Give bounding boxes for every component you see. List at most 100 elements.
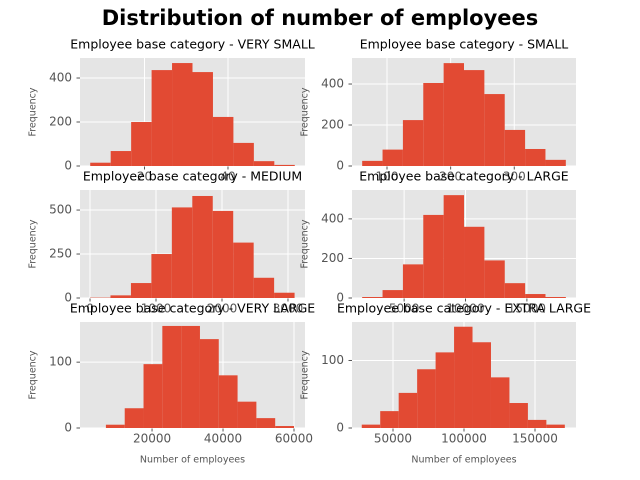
bar: [172, 63, 193, 166]
y-tick-label: 400: [49, 71, 72, 85]
bar: [417, 369, 436, 428]
y-tick-label: 250: [49, 247, 72, 261]
axes-title: Employee base category - LARGE: [359, 169, 569, 184]
x-axis-label: Number of employees: [411, 455, 516, 466]
bar: [509, 403, 528, 428]
bar: [362, 160, 383, 166]
bar: [398, 392, 418, 428]
axes-title: Employee base category - VERY LARGE: [70, 301, 315, 316]
y-tick-label: 200: [49, 115, 72, 129]
bar: [275, 426, 294, 428]
bar: [192, 195, 213, 298]
x-tick-label: 60000: [275, 432, 313, 446]
bar: [199, 339, 219, 428]
bar: [256, 418, 276, 428]
bar: [527, 419, 547, 428]
bar: [130, 283, 152, 298]
bar: [504, 283, 526, 298]
y-tick-label: 200: [321, 251, 344, 265]
y-axis-label: Frequency: [300, 350, 311, 399]
bar: [423, 214, 444, 298]
axes-title: Employee base category - VERY SMALL: [70, 37, 315, 52]
x-tick-label: 20: [137, 170, 152, 184]
y-tick-label: 100: [321, 353, 344, 367]
x-tick-label: 15000: [508, 302, 546, 316]
bar: [545, 159, 566, 166]
y-tick-label: 0: [64, 159, 72, 173]
bar: [361, 424, 381, 428]
bar: [212, 210, 234, 298]
bar: [484, 94, 505, 166]
bar: [490, 377, 510, 428]
figure-title: Distribution of number of employees: [102, 6, 539, 30]
bar: [90, 162, 111, 166]
y-tick-label: 400: [321, 77, 344, 91]
y-axis-label: Frequency: [300, 219, 311, 268]
bar: [402, 120, 424, 166]
x-tick-label: 3000: [273, 302, 304, 316]
x-tick-label: 1000: [141, 302, 172, 316]
y-tick-label: 500: [49, 203, 72, 217]
x-tick-label: 2000: [207, 302, 238, 316]
bar: [504, 129, 526, 166]
bar: [435, 352, 455, 428]
y-axis-label: Frequency: [28, 219, 39, 268]
bar: [233, 142, 254, 166]
x-tick-label: 200: [439, 170, 462, 184]
y-tick-label: 0: [336, 421, 344, 435]
bar: [131, 122, 152, 166]
x-tick-label: 10000: [446, 302, 484, 316]
bar: [464, 226, 485, 298]
x-tick-label: 40: [220, 170, 235, 184]
bar: [162, 325, 182, 428]
y-tick-label: 0: [64, 421, 72, 435]
bar: [380, 411, 399, 428]
y-tick-label: 100: [49, 355, 72, 369]
bar: [253, 277, 275, 298]
y-tick-label: 0: [336, 159, 344, 173]
bar: [382, 149, 403, 166]
bar: [110, 295, 131, 298]
y-tick-label: 0: [64, 291, 72, 305]
axes-title: Employee base category - MEDIUM: [83, 169, 302, 184]
bar: [546, 424, 565, 428]
x-tick-label: 300: [503, 170, 526, 184]
bar: [151, 254, 172, 298]
y-axis-label: Frequency: [300, 87, 311, 136]
x-tick-label: 40000: [204, 432, 242, 446]
bar: [274, 164, 295, 166]
bar: [151, 70, 173, 166]
x-tick-label: 5000: [389, 302, 420, 316]
bar: [110, 151, 132, 166]
bar: [443, 63, 464, 167]
bar: [218, 375, 238, 428]
bar: [181, 325, 200, 428]
bar: [525, 294, 546, 298]
bar: [192, 72, 213, 166]
bar: [143, 364, 163, 428]
bar: [443, 195, 465, 298]
bar: [402, 264, 424, 298]
bar: [124, 408, 144, 428]
x-tick-label: 100: [376, 170, 399, 184]
y-tick-label: 400: [321, 211, 344, 225]
y-tick-label: 200: [321, 118, 344, 132]
x-tick-label: 100000: [441, 432, 487, 446]
x-axis-label: Number of employees: [140, 455, 245, 466]
bar: [464, 70, 485, 166]
axes-title: Employee base category - EXTRA LARGE: [337, 301, 591, 316]
x-tick-label: 150000: [512, 432, 558, 446]
y-axis-label: Frequency: [28, 87, 39, 136]
bar: [472, 342, 491, 428]
bar: [105, 424, 125, 428]
bar: [362, 297, 383, 298]
axes-title: Employee base category - SMALL: [360, 37, 569, 52]
bar: [454, 326, 473, 428]
bar: [274, 292, 295, 298]
bar: [545, 297, 566, 298]
y-tick-label: 0: [336, 291, 344, 305]
bar: [171, 207, 193, 298]
x-tick-label: 50000: [374, 432, 412, 446]
bar: [382, 290, 403, 298]
